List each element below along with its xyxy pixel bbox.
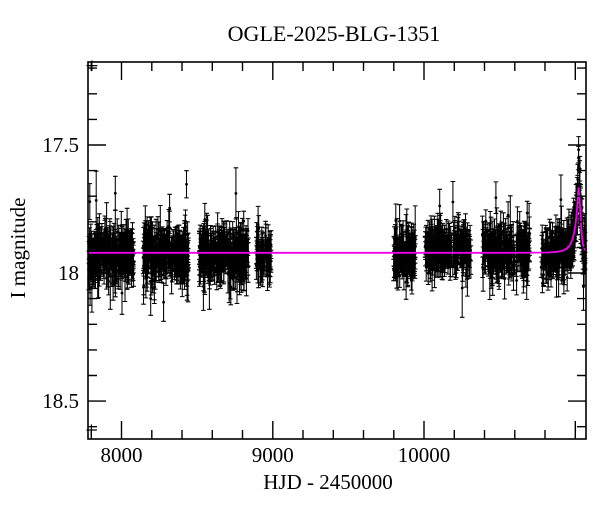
axis-ticks [88, 62, 586, 439]
y-axis-title: I magnitude [6, 198, 30, 299]
axis-tick-labels: 8000 9000 10000 17.5 18 18.5 [42, 133, 450, 467]
x-tick-label: 10000 [398, 443, 451, 467]
plot-title: OGLE-2025-BLG-1351 [228, 21, 441, 46]
x-axis-title: HJD - 2450000 [263, 470, 393, 494]
plot-frame [87, 61, 587, 440]
y-tick-label: 18.5 [42, 389, 79, 413]
y-tick-label: 18 [58, 261, 79, 285]
x-tick-label: 9000 [252, 443, 294, 467]
y-tick-label: 17.5 [42, 133, 79, 157]
x-tick-label: 8000 [101, 443, 143, 467]
tick-marks-path [88, 62, 586, 439]
data-points-path [87, 148, 587, 304]
model-curve [88, 187, 587, 254]
